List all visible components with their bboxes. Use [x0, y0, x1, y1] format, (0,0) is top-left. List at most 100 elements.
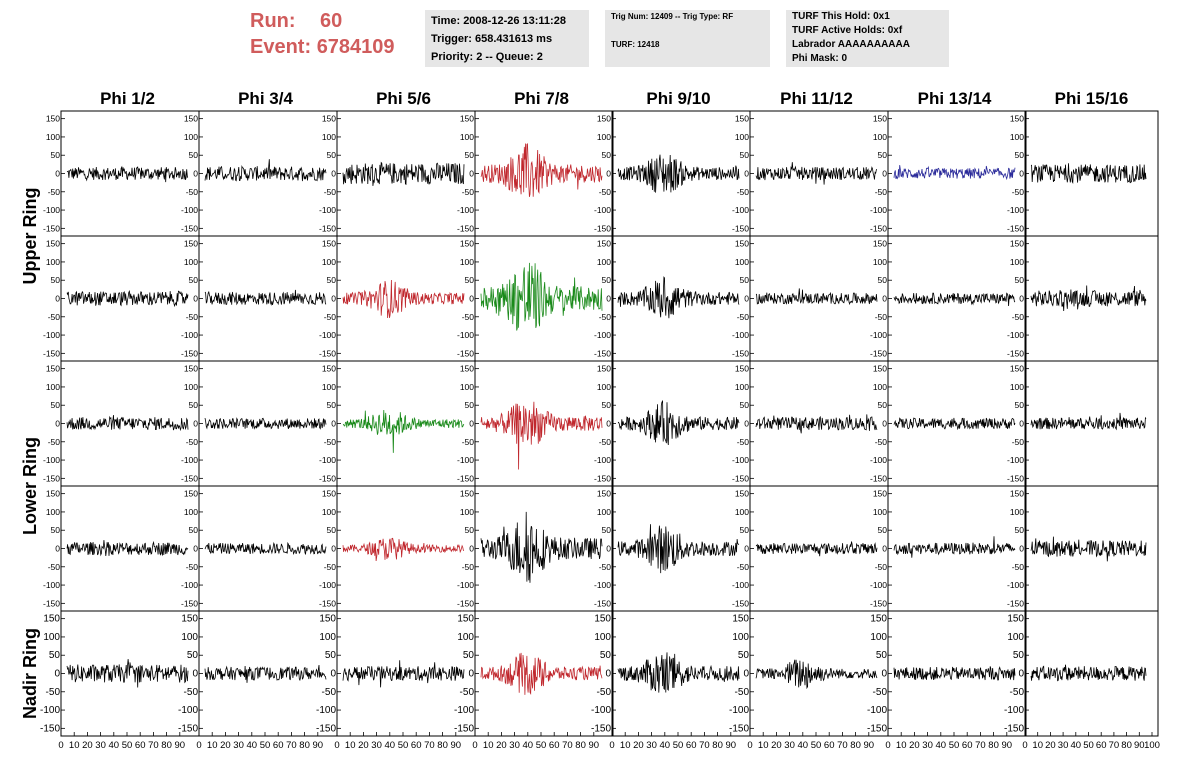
y-tick-label: 0	[882, 294, 887, 304]
y-tick-label: 50	[327, 525, 337, 535]
y-tick-label: 50	[878, 525, 888, 535]
y-tick-label: 150	[322, 364, 336, 374]
y-tick-label: -100	[870, 330, 887, 340]
x-tick-label: 70	[699, 740, 710, 751]
x-tick-label: 0	[334, 740, 339, 751]
y-tick-label: -150	[178, 723, 198, 734]
y-tick-label: 150	[43, 614, 60, 625]
y-tick-label: -50	[737, 562, 750, 572]
y-tick-label: -50	[875, 437, 888, 447]
y-tick-label: 150	[1010, 239, 1024, 249]
x-tick-label: 40	[660, 740, 671, 751]
trigger-info-box: Trig Num: 12409 -- Trig Type: RF TURF: 1…	[605, 10, 770, 67]
time-info-box: Time: 2008-12-26 13:11:28 Trigger: 658.4…	[425, 10, 589, 67]
y-tick-label: -50	[599, 187, 612, 197]
y-tick-label: 0	[882, 419, 887, 429]
x-tick-label: 70	[286, 740, 297, 751]
y-tick-label: -50	[462, 437, 475, 447]
x-tick-label: 40	[523, 740, 534, 751]
y-tick-label: 50	[602, 525, 612, 535]
y-tick-label: -150	[181, 473, 198, 483]
x-tick-label: 40	[798, 740, 809, 751]
y-tick-label: 0	[882, 169, 887, 179]
x-tick-label: 60	[1096, 740, 1107, 751]
y-tick-label: 150	[46, 114, 60, 124]
y-tick-label: 50	[187, 650, 199, 661]
y-tick-label: 150	[597, 489, 611, 499]
x-tick-label: 0	[1022, 740, 1027, 751]
y-tick-label: 150	[873, 489, 887, 499]
y-tick-label: 100	[322, 132, 336, 142]
y-tick-label: 100	[597, 132, 611, 142]
x-tick-label: 70	[424, 740, 435, 751]
y-tick-label: -150	[732, 223, 749, 233]
y-tick-label: 150	[46, 489, 60, 499]
column-header-3: Phi 5/6	[376, 89, 431, 108]
y-tick-label: -50	[599, 562, 612, 572]
y-tick-label: -150	[316, 723, 336, 734]
y-tick-label: -150	[43, 473, 60, 483]
waveform-trace	[893, 165, 1016, 181]
y-tick-label: 50	[463, 650, 475, 661]
y-tick-label: -50	[1012, 187, 1025, 197]
y-tick-label: -50	[597, 687, 612, 698]
y-tick-label: 150	[46, 239, 60, 249]
run-event-label: Run: 60 Event: 6784109	[250, 8, 395, 60]
x-tick-label: 60	[135, 740, 146, 751]
y-tick-label: -150	[43, 348, 60, 358]
y-tick-label: -150	[181, 223, 198, 233]
y-tick-label: 50	[600, 650, 612, 661]
y-tick-label: 150	[1010, 489, 1024, 499]
y-tick-label: -100	[319, 205, 336, 215]
waveform-trace	[66, 165, 189, 183]
x-tick-label: 60	[962, 740, 973, 751]
y-tick-label: 0	[193, 419, 198, 429]
x-tick-label: 10	[758, 740, 769, 751]
y-tick-label: 0	[468, 669, 474, 680]
y-tick-label: 50	[189, 400, 199, 410]
y-tick-label: 100	[1010, 382, 1024, 392]
y-tick-label: -50	[48, 437, 61, 447]
y-tick-label: 100	[735, 132, 749, 142]
waveform-trace	[617, 399, 740, 446]
y-tick-label: -50	[324, 187, 337, 197]
y-tick-label: 0	[882, 544, 887, 554]
x-tick-label: 80	[575, 740, 586, 751]
x-tick-label: 10	[345, 740, 356, 751]
y-tick-label: 100	[46, 132, 60, 142]
y-tick-label: 50	[327, 400, 337, 410]
waveform-trace	[893, 536, 1016, 558]
y-tick-label: -50	[48, 312, 61, 322]
x-tick-label: 90	[175, 740, 186, 751]
x-tick-label: 80	[988, 740, 999, 751]
y-tick-label: -50	[460, 687, 475, 698]
y-tick-label: -100	[316, 705, 336, 716]
y-tick-label: 50	[740, 150, 750, 160]
y-tick-label: 100	[460, 507, 474, 517]
y-tick-label: 150	[184, 239, 198, 249]
y-tick-label: -150	[870, 348, 887, 358]
y-tick-label: -150	[1004, 723, 1024, 734]
y-tick-label: -100	[43, 330, 60, 340]
x-tick-label: 10	[207, 740, 218, 751]
waveform-trace	[1030, 664, 1147, 682]
turf-active-line: TURF Active Holds: 0xf	[792, 25, 903, 36]
x-tick-label: 10	[896, 740, 907, 751]
row-label-nadir-ring: Nadir Ring	[20, 628, 40, 719]
y-tick-label: 150	[735, 239, 749, 249]
y-tick-label: 0	[469, 169, 474, 179]
x-tick-label: 90	[451, 740, 462, 751]
y-tick-label: -100	[181, 455, 198, 465]
x-tick-label: 90	[1002, 740, 1013, 751]
waveform-trace	[342, 161, 465, 186]
y-tick-label: -100	[1007, 205, 1024, 215]
y-tick-label: -150	[1007, 223, 1024, 233]
x-tick-label: 40	[385, 740, 396, 751]
y-tick-label: 50	[327, 150, 337, 160]
y-tick-label: 150	[460, 239, 474, 249]
y-tick-label: 100	[322, 382, 336, 392]
y-tick-label: -50	[324, 562, 337, 572]
waveform-trace	[1030, 412, 1147, 431]
y-tick-label: 100	[184, 257, 198, 267]
y-tick-label: -150	[457, 473, 474, 483]
